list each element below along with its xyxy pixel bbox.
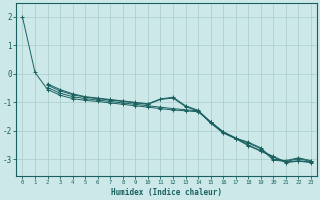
X-axis label: Humidex (Indice chaleur): Humidex (Indice chaleur) [111, 188, 222, 197]
